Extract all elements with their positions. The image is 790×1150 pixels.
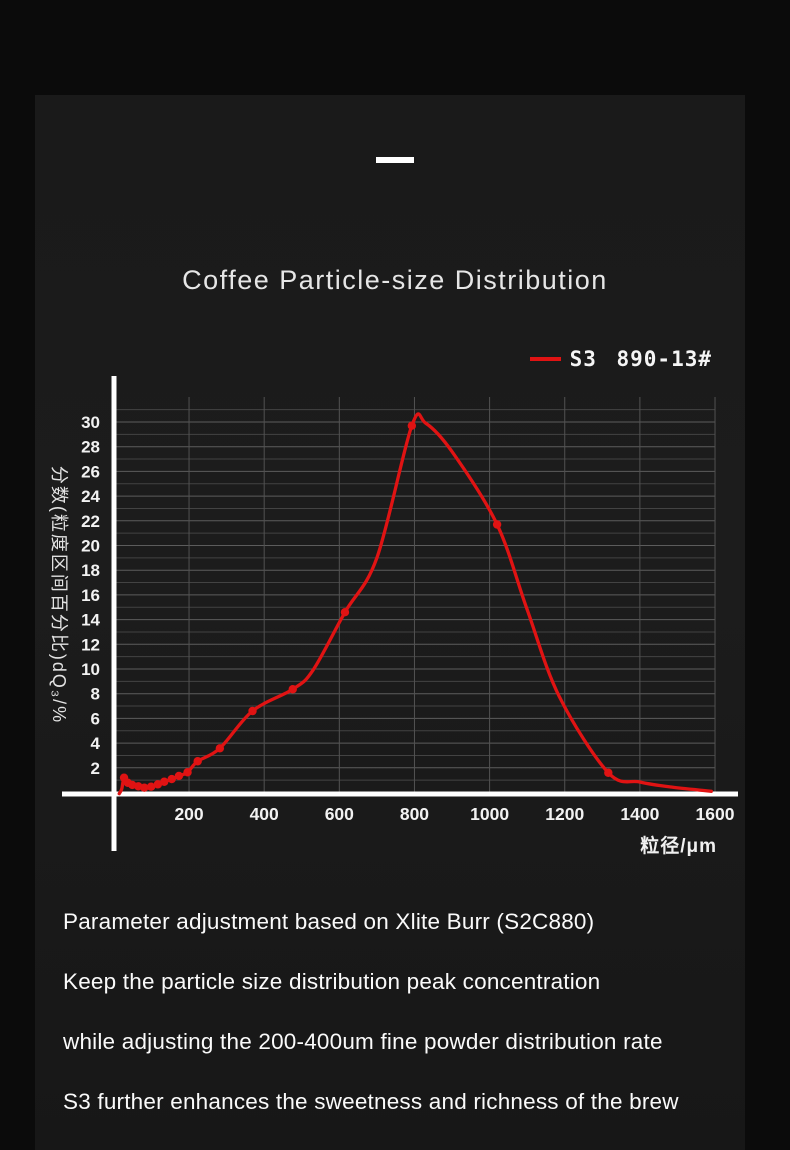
series-point (140, 783, 149, 792)
series-curve (117, 412, 713, 796)
series-point (146, 782, 156, 791)
series-point (340, 607, 350, 617)
series-point (604, 768, 613, 777)
y-tick-label: 12 (81, 635, 100, 654)
content-card (35, 95, 745, 1150)
x-tick-label: 200 (174, 804, 203, 824)
y-tick-label: 16 (81, 586, 100, 605)
x-tick-label: 800 (400, 804, 429, 824)
y-tick-label: 4 (91, 734, 101, 753)
y-tick-label: 2 (91, 759, 100, 778)
note-line: S3 further enhances the sweetness and ri… (63, 1089, 679, 1114)
x-tick-label: 1400 (620, 804, 659, 824)
top-dash-decoration (376, 157, 414, 163)
y-tick-label: 18 (81, 561, 100, 580)
note-line: Parameter adjustment based on Xlite Burr… (63, 909, 595, 934)
legend-label: S3 890-13# (569, 347, 712, 371)
series-point (183, 768, 192, 777)
series-point (215, 744, 225, 753)
note-line: Keep the particle size distribution peak… (63, 969, 601, 994)
series-point (193, 757, 202, 766)
legend: S3 890-13# (529, 345, 712, 373)
y-tick-label: 28 (81, 438, 100, 457)
series-point (248, 706, 257, 716)
x-tick-label: 400 (250, 804, 279, 824)
series-point (174, 771, 184, 781)
series-point (160, 777, 169, 786)
x-axis-line (62, 791, 738, 797)
x-tick-label: 1000 (470, 804, 509, 824)
y-axis-title: 分数(粒度区间百分比)dQ₃/% (49, 465, 69, 725)
y-tick-label: 24 (81, 487, 100, 506)
y-tick-label: 22 (81, 512, 100, 531)
legend-line-swatch (529, 357, 561, 361)
note-line: while adjusting the 200-400um fine powde… (63, 1029, 663, 1054)
x-tick-label: 1200 (545, 804, 584, 824)
y-tick-label: 20 (81, 537, 100, 556)
y-axis-line (111, 376, 117, 851)
series-point (153, 780, 163, 789)
series-point (407, 421, 417, 430)
y-tick-label: 30 (81, 413, 100, 432)
x-tick-label: 1600 (696, 804, 735, 824)
y-tick-label: 14 (81, 611, 100, 630)
y-tick-label: 8 (91, 685, 100, 704)
x-tick-label: 600 (325, 804, 354, 824)
y-tick-label: 26 (81, 462, 100, 481)
y-tick-label: 6 (91, 709, 100, 728)
series-point (492, 520, 502, 529)
x-axis-title: 粒径/μm (640, 836, 717, 857)
chart-title: Coffee Particle-size Distribution (182, 265, 608, 295)
description-notes: Parameter adjustment based on Xlite Burr… (63, 892, 743, 1132)
y-tick-label: 10 (81, 660, 100, 679)
series-point (288, 685, 297, 694)
series-point (167, 774, 176, 784)
